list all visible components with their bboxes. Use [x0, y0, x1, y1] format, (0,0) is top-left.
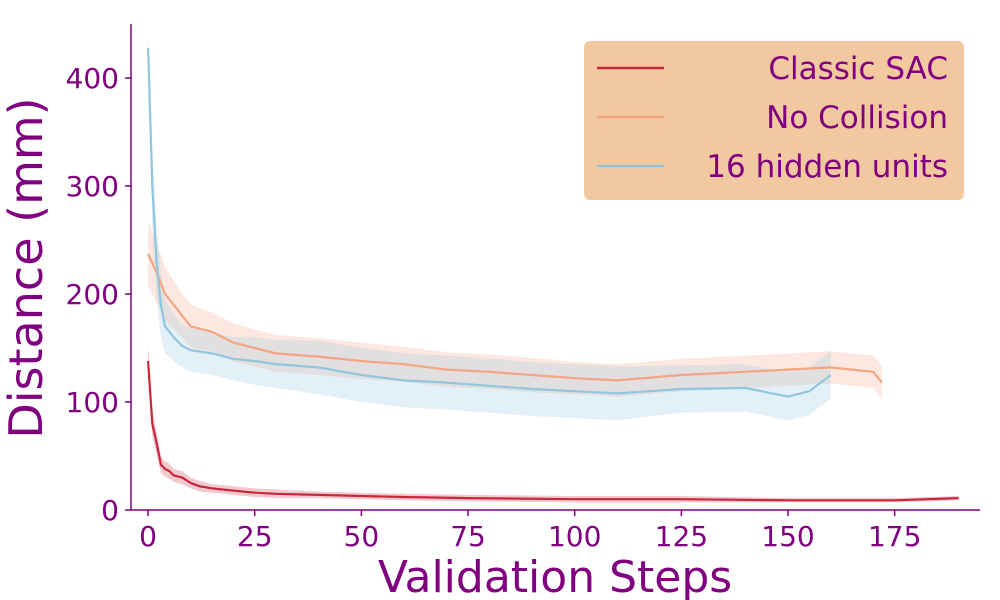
legend-label-no-collision: No Collision — [766, 100, 948, 136]
legend-label-classic-sac: Classic SAC — [768, 51, 948, 87]
legend-label-16-hidden-units: 16 hidden units — [706, 149, 948, 185]
y-axis-label: Distance (mm) — [0, 97, 53, 438]
x-tick-label: 150 — [761, 520, 814, 553]
axes — [130, 24, 980, 511]
legend: Classic SAC No Collision 16 hidden units — [584, 41, 964, 200]
legend-box — [584, 41, 964, 200]
x-tick-label: 50 — [344, 520, 380, 553]
y-tick-label: 300 — [66, 170, 119, 203]
x-tick-label: 100 — [548, 520, 601, 553]
confidence-bands — [148, 31, 959, 503]
y-tick-label: 400 — [66, 62, 119, 95]
line-16-hidden-units — [147, 47, 832, 398]
band-16-hidden-units — [148, 31, 831, 421]
series-lines — [147, 47, 959, 502]
y-tick-label: 100 — [66, 386, 119, 419]
x-tick-label: 125 — [655, 520, 708, 553]
line-classic-sac — [147, 360, 959, 502]
x-tick-label: 25 — [237, 520, 273, 553]
x-tick-label: 75 — [450, 520, 486, 553]
y-tick-label: 0 — [101, 494, 119, 527]
band-no-collision — [148, 221, 882, 399]
x-tick-label: 0 — [139, 520, 157, 553]
x-axis-label: Validation Steps — [378, 552, 732, 600]
band-classic-sac — [148, 345, 959, 503]
line-no-collision — [147, 253, 883, 384]
x-tick-label: 175 — [868, 520, 921, 553]
x-ticks: 0 25 50 75 100 125 150 175 — [139, 510, 921, 553]
y-tick-label: 200 — [66, 278, 119, 311]
y-ticks: 0 100 200 300 400 — [66, 62, 131, 527]
